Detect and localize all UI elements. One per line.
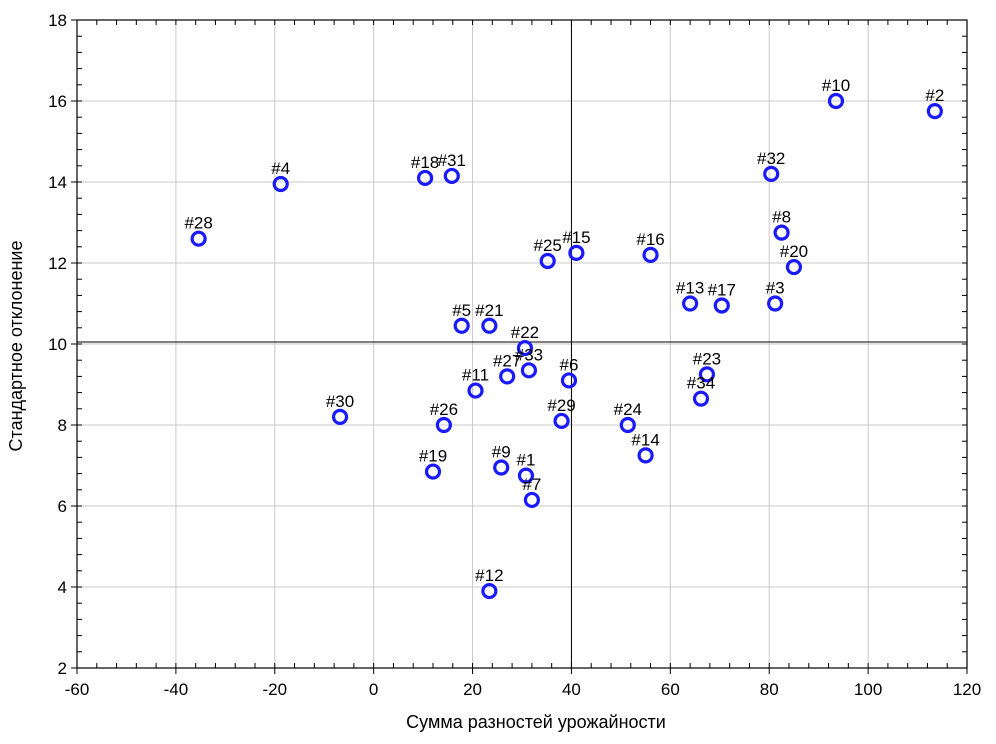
point-label: #22 <box>511 323 539 342</box>
data-point <box>443 167 460 185</box>
data-point <box>190 230 207 247</box>
x-axis-title: Сумма разностей урожайности <box>406 712 666 732</box>
y-tick-label: 6 <box>58 497 67 516</box>
data-point <box>520 362 538 379</box>
x-tick-label: -20 <box>262 680 287 699</box>
data-point <box>416 169 434 187</box>
data-point <box>493 459 510 476</box>
x-tick-label: -40 <box>164 680 189 699</box>
y-tick-label: 12 <box>48 254 67 273</box>
data-point <box>467 382 484 399</box>
data-point <box>560 372 578 389</box>
point-label: #15 <box>562 228 590 247</box>
y-tick-label: 16 <box>48 92 67 111</box>
data-points <box>190 92 943 600</box>
point-label: #4 <box>271 159 290 178</box>
point-label: #10 <box>822 76 850 95</box>
x-tick-label: 100 <box>854 680 882 699</box>
data-point <box>523 491 540 509</box>
point-label: #30 <box>326 392 354 411</box>
point-label: #28 <box>184 214 212 233</box>
data-point <box>926 103 943 120</box>
data-point <box>424 463 442 480</box>
data-point <box>499 368 516 385</box>
data-point <box>827 92 845 110</box>
point-label: #31 <box>438 151 466 170</box>
data-point <box>619 416 636 434</box>
point-label: #18 <box>411 153 439 172</box>
point-label: #1 <box>516 451 535 470</box>
point-label: #23 <box>693 349 721 368</box>
point-label: #8 <box>772 208 791 227</box>
x-tick-label: 60 <box>661 680 680 699</box>
x-tick-label: 0 <box>369 680 378 699</box>
data-point <box>516 339 534 357</box>
point-label: #32 <box>757 149 785 168</box>
data-point <box>517 467 535 484</box>
point-label: #12 <box>475 566 503 585</box>
y-tick-label: 8 <box>58 416 67 435</box>
data-point <box>785 258 803 276</box>
data-point <box>692 390 710 407</box>
point-labels: #1 #2 #3 #4 #5 #6 #7 #8 #9 #10 #11 #12 #13 #14 #15 #16 #… <box>184 76 944 585</box>
data-point <box>568 244 585 261</box>
point-label: #29 <box>547 396 575 415</box>
x-tick-label: 80 <box>760 680 779 699</box>
data-point <box>539 252 556 270</box>
point-label: #19 <box>419 447 447 466</box>
point-label: #20 <box>780 242 808 261</box>
x-axis-ticks: -60 -40 -20 0 20 40 60 80 100 120 <box>65 668 981 699</box>
data-point <box>331 408 349 425</box>
data-point <box>272 175 289 193</box>
x-tick-label: -60 <box>65 680 90 699</box>
point-label: #27 <box>493 351 521 370</box>
y-tick-label: 10 <box>48 335 67 354</box>
data-point <box>481 317 498 334</box>
point-label: #6 <box>560 355 579 374</box>
data-point <box>435 416 452 434</box>
minor-ticks <box>76 19 968 669</box>
point-label: #3 <box>766 279 785 298</box>
x-tick-label: 40 <box>562 680 581 699</box>
point-label: #11 <box>462 366 489 385</box>
y-tick-label: 18 <box>48 11 67 30</box>
y-axis-ticks: 2 4 6 8 10 12 14 16 18 <box>48 11 77 678</box>
y-axis-title: Стандартное отклонение <box>6 241 26 452</box>
x-tick-label: 20 <box>463 680 482 699</box>
data-point <box>698 366 716 383</box>
data-point <box>553 412 570 430</box>
point-label: #16 <box>636 230 664 249</box>
point-label: #17 <box>708 281 736 300</box>
data-point <box>682 295 699 312</box>
point-label: #33 <box>515 345 543 364</box>
point-label: #34 <box>687 374 715 393</box>
point-label: #9 <box>492 443 511 462</box>
data-point <box>481 582 498 600</box>
y-tick-label: 4 <box>58 578 67 597</box>
data-point <box>767 295 784 312</box>
point-label: #26 <box>430 400 458 419</box>
data-point <box>763 165 780 182</box>
data-point <box>453 317 470 334</box>
data-point <box>773 224 790 241</box>
data-point <box>637 447 654 464</box>
point-label: #21 <box>475 301 503 320</box>
point-label: #14 <box>631 430 659 449</box>
x-tick-label: 120 <box>953 680 981 699</box>
point-label: #7 <box>522 475 541 494</box>
point-label: #24 <box>614 400 642 419</box>
point-label: #5 <box>452 301 471 320</box>
point-label: #13 <box>676 279 704 298</box>
point-label: #25 <box>534 236 562 255</box>
y-tick-label: 2 <box>58 659 67 678</box>
data-point <box>642 246 659 263</box>
data-point <box>713 297 730 314</box>
y-tick-label: 14 <box>48 173 67 192</box>
point-label: #2 <box>925 86 944 105</box>
